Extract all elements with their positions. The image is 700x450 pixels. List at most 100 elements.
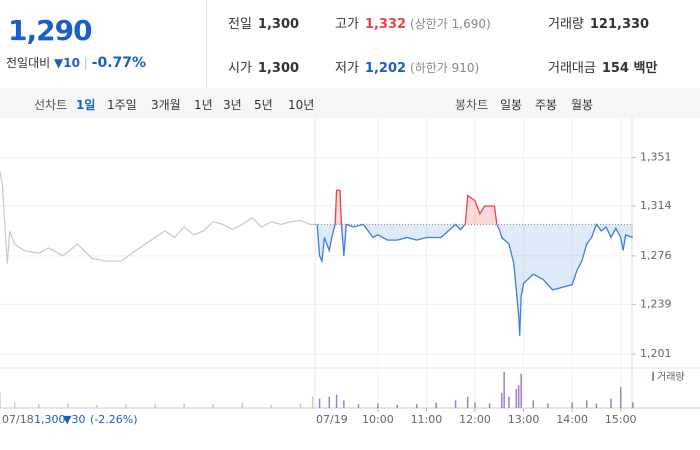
- volume-bar: [357, 404, 360, 408]
- session-label: 07/18: [2, 413, 34, 426]
- period-tab[interactable]: 1주일: [107, 98, 137, 112]
- volume-bar: [571, 402, 573, 408]
- area-up: [335, 190, 497, 225]
- period-tab[interactable]: 1일: [76, 98, 96, 112]
- volume-bar: [435, 402, 437, 408]
- stat-value: 1,332: [364, 17, 407, 32]
- volume-bar: [595, 403, 598, 408]
- volume-bar: [466, 396, 469, 408]
- period-tab[interactable]: 3개월: [151, 98, 181, 112]
- stat-label: 거래대금: [548, 61, 596, 76]
- toolbar: 선차트 1일 1주일 3개월 1년 3년 5년 10년 봉차트 일봉 주봉 월봉: [0, 88, 700, 119]
- volume-bar: [299, 403, 302, 408]
- y-tick-label: 1,351: [640, 151, 672, 164]
- volume-bar: [328, 396, 331, 408]
- line-down: [316, 224, 634, 336]
- volume-bar: [125, 404, 127, 408]
- y-tick-label: 1,314: [640, 199, 672, 212]
- volume-bar: [488, 403, 491, 408]
- stat: 시가 1,300: [228, 57, 299, 76]
- volume-bar: [270, 404, 273, 408]
- stat-label: 거래량: [548, 17, 584, 32]
- volume-bar: [343, 400, 345, 408]
- prev-close: 1,300: [34, 413, 66, 426]
- x-tick-label: 11:00: [411, 413, 443, 426]
- volume-bar: [212, 404, 214, 408]
- candle-tab[interactable]: 월봉: [571, 98, 594, 112]
- period-tab[interactable]: 5년: [254, 98, 273, 112]
- y-tick-label: 1,201: [640, 347, 672, 360]
- volume-bar: [500, 392, 503, 408]
- volume-bar: [532, 400, 535, 408]
- prev-line: [0, 171, 315, 264]
- stat-note: (하한가 910): [410, 61, 480, 75]
- volume-bar: [318, 398, 321, 408]
- volume-bar: [96, 404, 98, 408]
- volume-bar: [474, 402, 476, 408]
- volume-bar: [241, 402, 244, 408]
- volume-bar: [517, 385, 520, 408]
- stat: 거래량 121,330: [548, 13, 649, 32]
- volume-bar: [415, 404, 418, 408]
- stat-note: (상한가 1,690): [410, 17, 491, 31]
- line-chart-label: 선차트: [34, 98, 68, 112]
- area-down: [317, 224, 633, 336]
- stat-label: 고가: [335, 17, 359, 32]
- session-label: 07/19: [316, 413, 348, 426]
- volume-bar: [503, 371, 505, 408]
- volume-bar: [619, 387, 622, 408]
- price-box: 1,290 전일대비 ▼10 | -0.77%: [0, 0, 207, 88]
- stat-value: 1,300: [257, 17, 300, 32]
- change-label: 전일대비: [6, 56, 51, 70]
- volume-legend: 거래량: [657, 371, 685, 383]
- stat-label: 전일: [228, 17, 252, 32]
- change-row: 전일대비 ▼10 | -0.77%: [6, 55, 147, 71]
- current-price: 1,290: [8, 14, 93, 47]
- volume-bar: [585, 400, 588, 408]
- volume-bar: [508, 396, 510, 408]
- stat-value: 154 백만: [601, 61, 658, 76]
- period-tab[interactable]: 3년: [223, 98, 242, 112]
- stat: 고가 1,332 (상한가 1,690): [335, 13, 491, 32]
- x-tick-label: 10:00: [362, 413, 394, 426]
- volume-bar: [154, 404, 156, 408]
- chart-bg: [0, 118, 700, 450]
- stat: 전일 1,300: [228, 13, 299, 32]
- volume-bar: [183, 403, 185, 408]
- stat: 거래대금 154 백만: [548, 57, 657, 76]
- volume-bar: [38, 404, 40, 408]
- header: 1,290 전일대비 ▼10 | -0.77% 전일 1,300 고가 1,332 (상…: [0, 0, 700, 89]
- period-tab[interactable]: 10년: [288, 98, 315, 112]
- stat-value: 121,330: [589, 17, 650, 32]
- x-tick-label: 15:00: [605, 413, 637, 426]
- x-tick-label: 13:00: [508, 413, 540, 426]
- volume-bar: [454, 400, 457, 408]
- candle-tab[interactable]: 일봉: [500, 98, 523, 112]
- change-rate: -0.77%: [91, 55, 147, 71]
- volume-bar: [632, 402, 634, 408]
- x-tick-label: 14:00: [556, 413, 588, 426]
- volume-bar: [311, 396, 314, 408]
- volume-bar: [377, 403, 379, 408]
- stat: 저가 1,202 (하한가 910): [335, 57, 479, 76]
- volume-bar: [0, 392, 1, 408]
- volume-bar: [515, 389, 518, 408]
- change: ▼10: [54, 56, 80, 70]
- stat-label: 저가: [335, 61, 359, 76]
- prev-change: ▼30: [63, 413, 85, 426]
- candle-chart-label: 봉차트: [455, 98, 489, 112]
- volume-bar: [335, 394, 338, 408]
- candle-tab[interactable]: 주봉: [535, 98, 558, 112]
- y-tick-label: 1,239: [640, 297, 672, 310]
- x-tick-label: 12:00: [459, 413, 491, 426]
- prev-rate: (-2.26%): [90, 413, 138, 426]
- chart: 1,351 1,314 1,276 1,239 1,201 10:00 11:00 12:00…: [0, 118, 700, 450]
- y-tick-label: 1,276: [640, 249, 672, 262]
- volume-bar: [67, 403, 69, 408]
- stat-label: 시가: [228, 61, 252, 76]
- volume-legend-swatch: [652, 372, 654, 381]
- stat-value: 1,202: [364, 61, 407, 76]
- period-tab[interactable]: 1년: [194, 98, 213, 112]
- line-up: [317, 189, 598, 225]
